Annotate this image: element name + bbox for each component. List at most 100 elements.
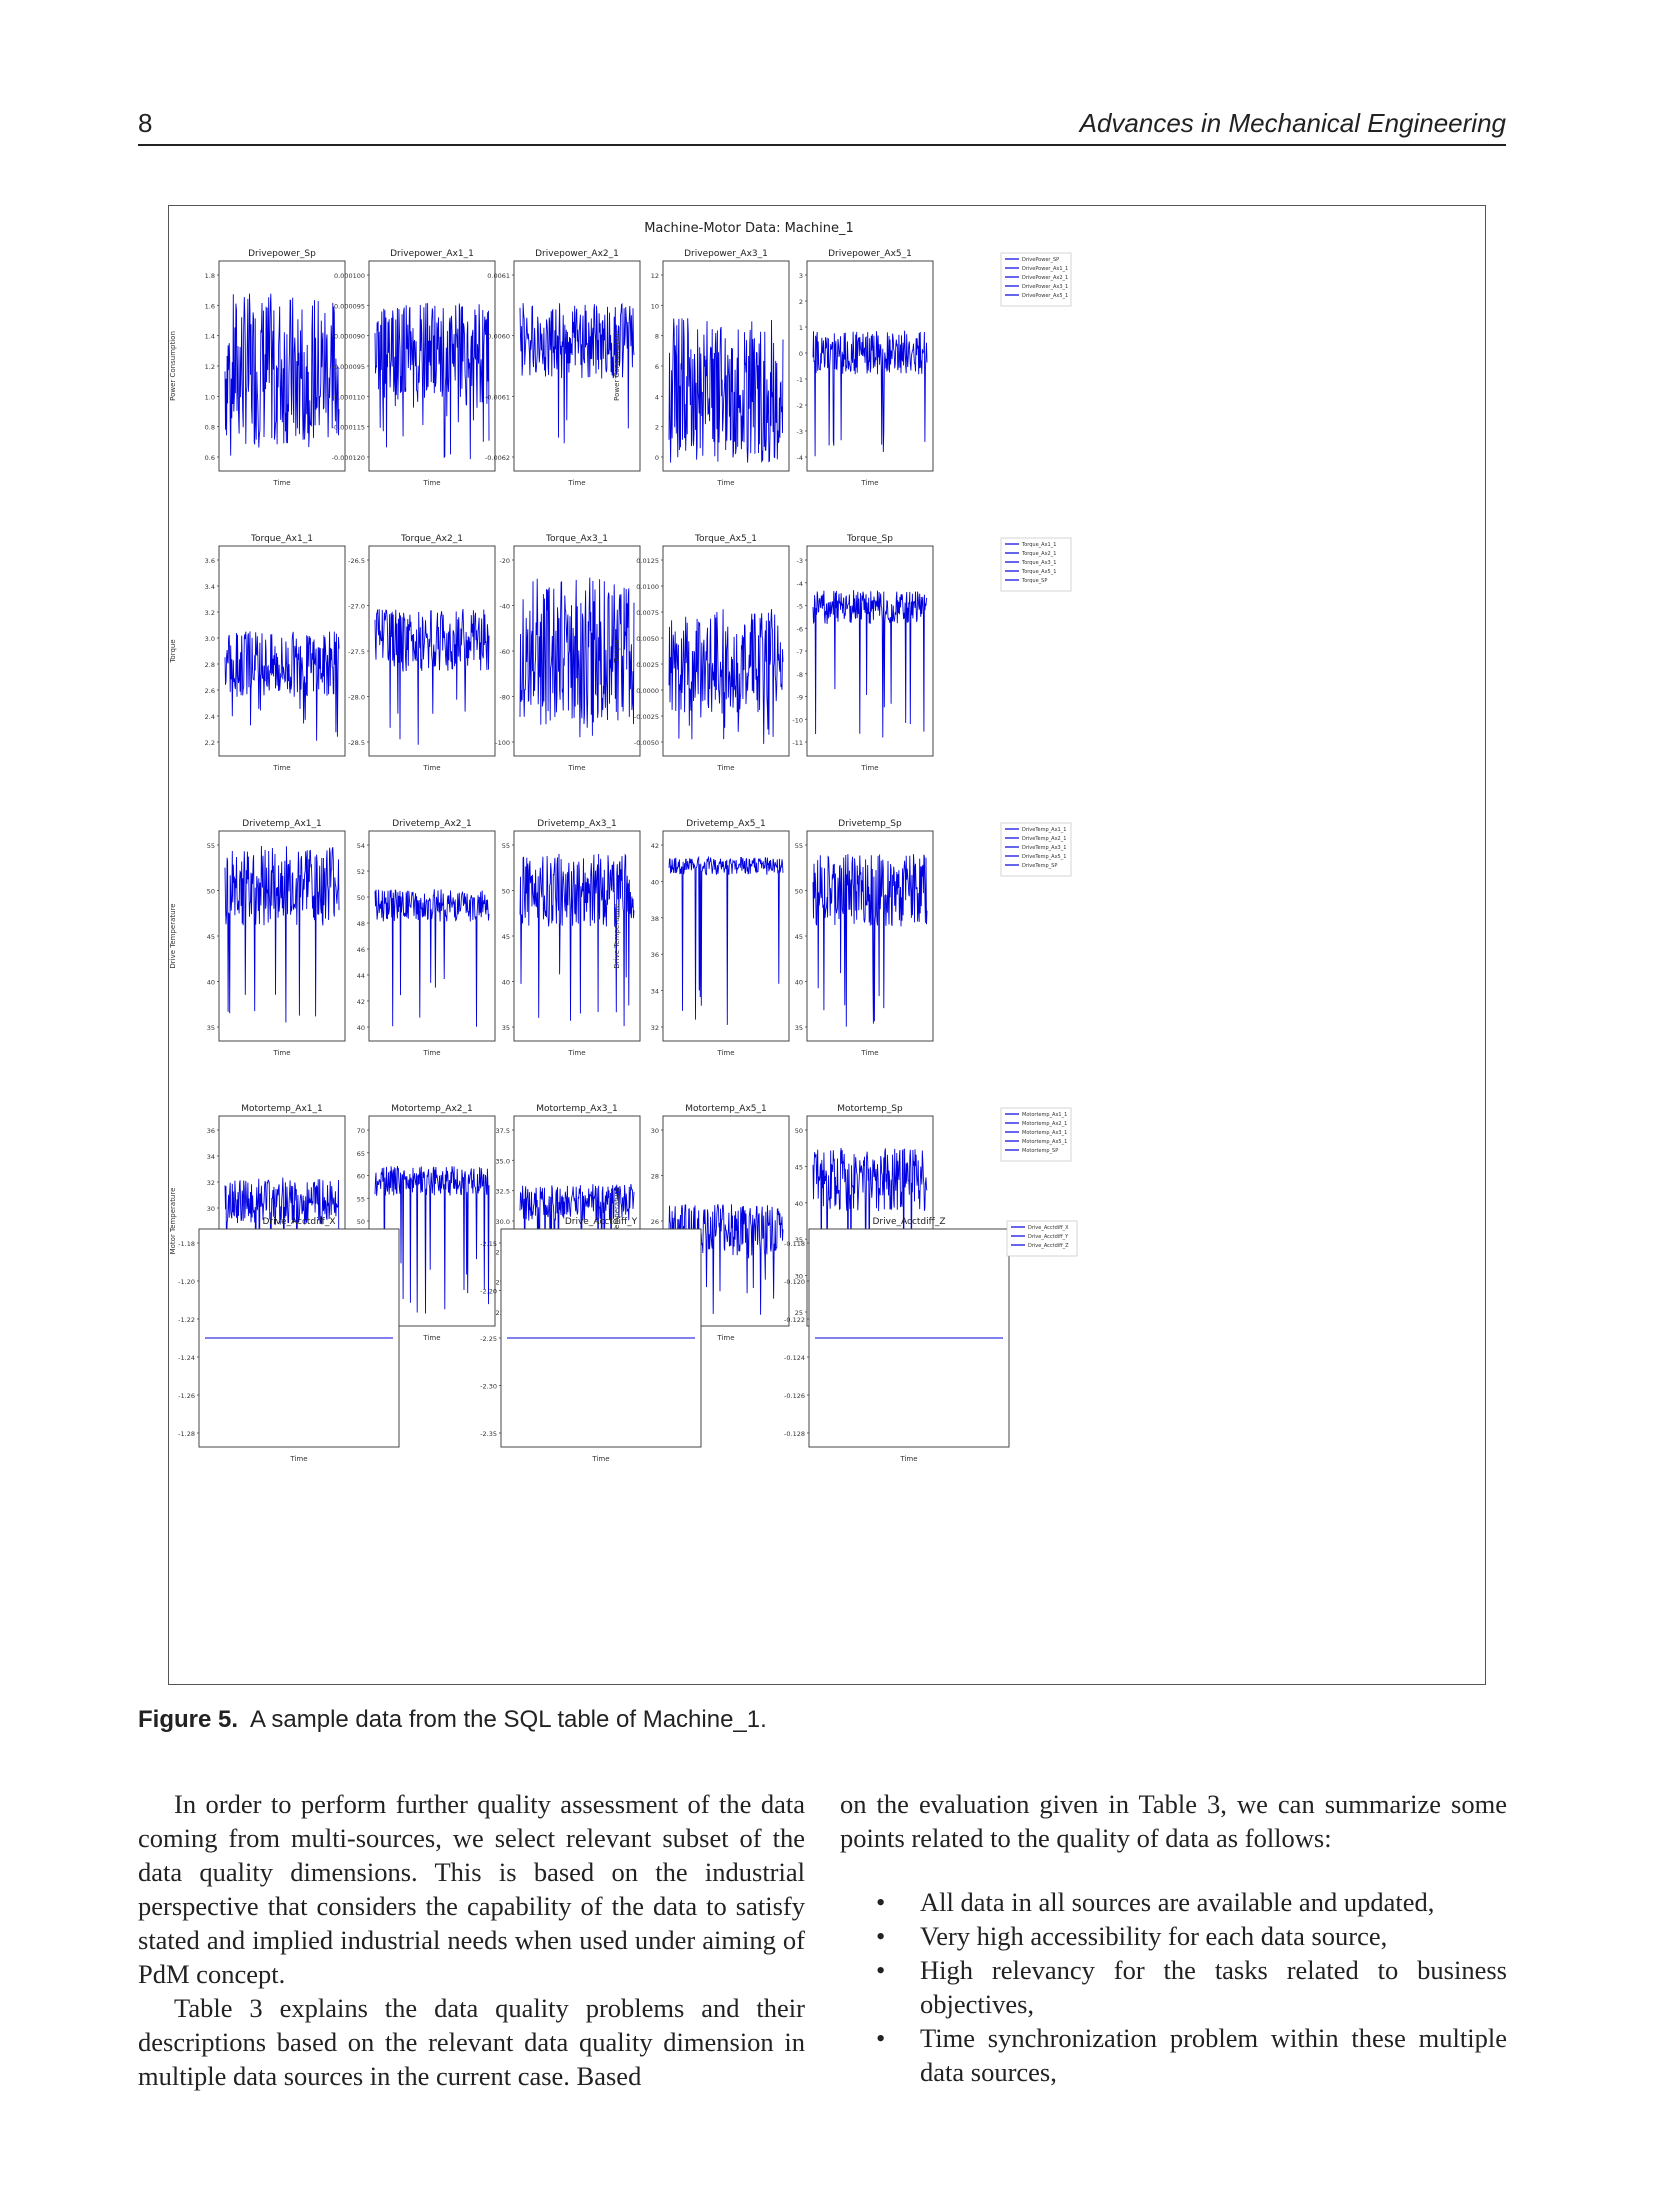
y-tick-label: -0.000115 bbox=[332, 424, 365, 432]
chart-drive-acctdiff-z: Drive_Acctdiff_Z -0.118 -0.120 -0.122 -0.124… bbox=[784, 1217, 1078, 1463]
chart-title: Drivetemp_Ax5_1 bbox=[686, 819, 765, 829]
bullet-item: All data in all sources are available an… bbox=[876, 1885, 1507, 1919]
y-axis-label: Motor Temperature bbox=[169, 1188, 177, 1255]
legend-entry: Motortemp_SP bbox=[1022, 1148, 1058, 1154]
y-tick-label: -28.5 bbox=[348, 739, 365, 747]
y-tick-label: 35 bbox=[502, 1024, 510, 1032]
y-tick-label: -0.120 bbox=[784, 1278, 805, 1286]
y-tick-label: 0.0025 bbox=[636, 661, 659, 669]
x-axis-label: Time bbox=[272, 1049, 290, 1057]
y-axis-label: Torque bbox=[169, 639, 177, 663]
series-line bbox=[668, 855, 784, 1025]
y-tick-label: 42 bbox=[357, 998, 365, 1006]
series-line bbox=[374, 1166, 490, 1314]
y-tick-label: -0.126 bbox=[784, 1392, 805, 1400]
x-axis-label: Time bbox=[860, 479, 878, 487]
bullet-item: Time synchronization problem within thes… bbox=[876, 2021, 1507, 2089]
y-tick-label: 48 bbox=[357, 920, 365, 928]
bullet-item: Very high accessibility for each data so… bbox=[876, 1919, 1507, 1953]
y-tick-label: -0.000095 bbox=[332, 363, 365, 371]
y-tick-label: 30 bbox=[651, 1127, 659, 1135]
chart-title: Torque_Ax3_1 bbox=[545, 534, 608, 544]
y-tick-label: 50 bbox=[357, 1218, 365, 1226]
x-axis-label: Time bbox=[422, 479, 440, 487]
series-line bbox=[812, 330, 928, 457]
y-tick-label: -26.5 bbox=[348, 557, 365, 565]
figure-5: Machine-Motor Data: Machine_1 Drivepower… bbox=[168, 205, 1486, 1685]
legend-entry: Torque_Ax2_1 bbox=[1021, 551, 1056, 557]
y-tick-label: -8 bbox=[797, 671, 803, 679]
series-line bbox=[519, 853, 635, 1027]
y-tick-label: -27.5 bbox=[348, 648, 365, 656]
chart-title: Motortemp_Ax2_1 bbox=[391, 1104, 473, 1114]
y-tick-label: -0.124 bbox=[784, 1354, 805, 1362]
x-axis-label: Time bbox=[860, 764, 878, 772]
y-tick-label: 55 bbox=[502, 842, 510, 850]
x-axis-label: Time bbox=[716, 1334, 734, 1342]
y-tick-label: -20 bbox=[499, 557, 510, 565]
y-tick-label: 40 bbox=[357, 1024, 365, 1032]
y-tick-label: 1.2 bbox=[205, 363, 215, 371]
series-line bbox=[812, 854, 928, 1027]
y-tick-label: 30 bbox=[207, 1205, 215, 1213]
legend-entry: DriveTemp_Ax5_1 bbox=[1022, 854, 1066, 860]
chart-torque-ax5-1: Torque_Ax5_1 0.0125 0.0100 0.0075 0.0050 0.00… bbox=[613, 534, 790, 772]
y-tick-label: 45 bbox=[795, 1163, 803, 1171]
y-tick-label: 3.4 bbox=[205, 583, 215, 591]
y-tick-label: -2.30 bbox=[480, 1383, 497, 1391]
chart-title: Torque_Ax1_1 bbox=[250, 534, 313, 544]
series-line bbox=[374, 608, 490, 745]
legend: DrivePower_SP DrivePower_Ax1_1 DrivePower_… bbox=[1000, 252, 1072, 307]
chart-title: Drivetemp_Ax3_1 bbox=[537, 819, 616, 829]
left-column: In order to perform further quality asse… bbox=[138, 1787, 805, 2093]
chart-title: Drive_Acctdiff_Z bbox=[873, 1217, 946, 1227]
y-tick-label: 30.0 bbox=[496, 1218, 510, 1226]
y-tick-label: 2 bbox=[799, 298, 803, 306]
x-axis-label: Time bbox=[422, 1049, 440, 1057]
y-axis-label: Power Consumption bbox=[169, 331, 177, 401]
right-paragraph-1: on the evaluation given in Table 3, we c… bbox=[840, 1789, 1507, 1853]
legend-entry: DrivePower_Ax1_1 bbox=[1022, 266, 1068, 272]
legend-entry: DrivePower_Ax2_1 bbox=[1022, 275, 1068, 281]
chart-title: Torque_Ax2_1 bbox=[400, 534, 463, 544]
legend-entry: Torque_Ax5_1 bbox=[1021, 569, 1056, 575]
y-tick-label: 0.6 bbox=[205, 454, 215, 462]
legend-entry: Motortemp_Ax1_1 bbox=[1022, 1112, 1067, 1118]
y-tick-label: -5 bbox=[797, 603, 803, 611]
series-line bbox=[812, 1147, 928, 1309]
x-axis-label: Time bbox=[860, 1049, 878, 1057]
y-tick-label: 0.0061 bbox=[487, 272, 510, 280]
x-axis-label: Time bbox=[567, 764, 585, 772]
chart-drivepower-ax3-1: Drivepower_Ax3_1 12 10 8 6 4 2 0 Time Power Consu… bbox=[613, 249, 790, 487]
x-axis-label: Time bbox=[422, 764, 440, 772]
y-tick-label: 55 bbox=[207, 842, 215, 850]
x-axis-label: Time bbox=[716, 1049, 734, 1057]
y-tick-label: 1.8 bbox=[205, 272, 215, 280]
y-tick-label: 30 bbox=[795, 1273, 803, 1281]
page-number: 8 bbox=[138, 108, 153, 138]
right-column: on the evaluation given in Table 3, we c… bbox=[840, 1787, 1507, 2089]
y-tick-label: 37.5 bbox=[496, 1127, 510, 1135]
y-tick-label: 65 bbox=[357, 1150, 365, 1158]
chart-title: Drivepower_Sp bbox=[248, 249, 316, 259]
y-tick-label: -1.28 bbox=[178, 1430, 195, 1438]
y-tick-label: -4 bbox=[797, 580, 803, 588]
y-tick-label: -2.20 bbox=[480, 1288, 497, 1296]
y-tick-label: 25 bbox=[795, 1309, 803, 1317]
y-tick-label: 3.6 bbox=[205, 557, 215, 565]
y-tick-label: 0.000100 bbox=[334, 272, 365, 280]
y-axis-label: Drive Temperature bbox=[169, 903, 177, 968]
chart-title: Drivetemp_Sp bbox=[838, 819, 902, 829]
y-tick-label: 2.6 bbox=[205, 687, 215, 695]
figure-caption-text: A sample data from the SQL table of Mach… bbox=[250, 1706, 767, 1733]
y-tick-label: 38 bbox=[651, 915, 659, 923]
series-line bbox=[224, 631, 340, 741]
quality-bullet-list: All data in all sources are available an… bbox=[840, 1885, 1507, 2089]
y-tick-label: -0.000120 bbox=[332, 454, 365, 462]
y-tick-label: -0.0025 bbox=[634, 713, 659, 721]
y-tick-label: -27.0 bbox=[348, 603, 365, 611]
y-tick-label: -2.35 bbox=[480, 1430, 497, 1438]
legend-entry: DriveTemp_Ax1_1 bbox=[1022, 827, 1066, 833]
y-tick-label: -80 bbox=[499, 694, 510, 702]
y-tick-label: 32 bbox=[651, 1024, 659, 1032]
